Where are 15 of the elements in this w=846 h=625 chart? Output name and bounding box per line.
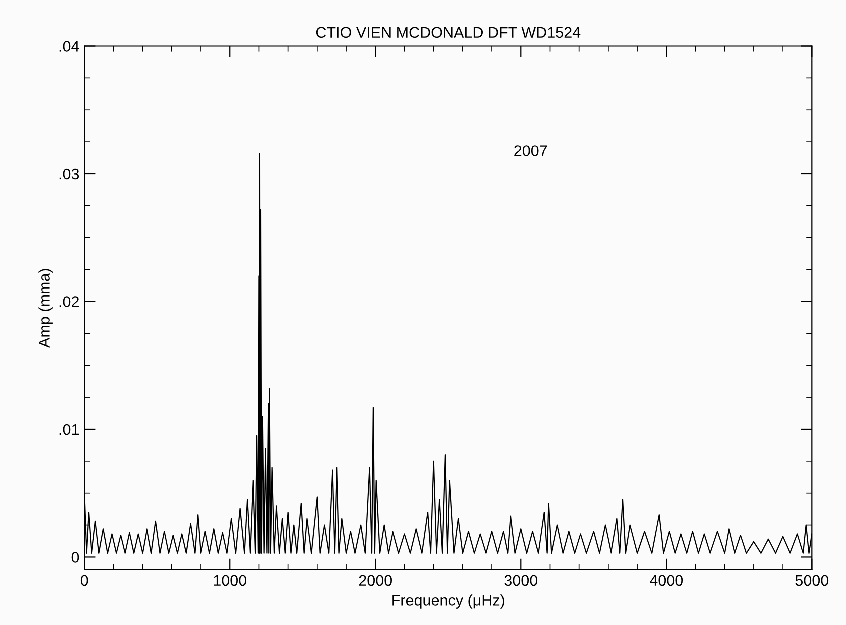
x-tick-label: 3000 bbox=[504, 575, 538, 586]
x-tick-label: 2000 bbox=[359, 575, 392, 586]
y-tick-label: 0 bbox=[72, 552, 80, 563]
x-tick-label: 4000 bbox=[650, 575, 684, 586]
x-tick-label: 0 bbox=[80, 575, 88, 586]
y-tick-label: .04 bbox=[60, 41, 80, 52]
y-tick-label: .01 bbox=[60, 424, 79, 436]
y-axis-title: Amp (mma) bbox=[38, 269, 53, 348]
x-axis-title: Frequency (μHz) bbox=[392, 594, 504, 609]
x-tick-label: 5000 bbox=[796, 575, 829, 586]
annotation: 2007 bbox=[514, 146, 548, 156]
y-tick-label: .02 bbox=[60, 296, 79, 308]
x-tick-label: 1000 bbox=[214, 575, 247, 586]
y-tick-label: .03 bbox=[60, 168, 80, 180]
chart-title: CTIO VIEN MCDONALD DFT WD1524 bbox=[316, 27, 581, 38]
